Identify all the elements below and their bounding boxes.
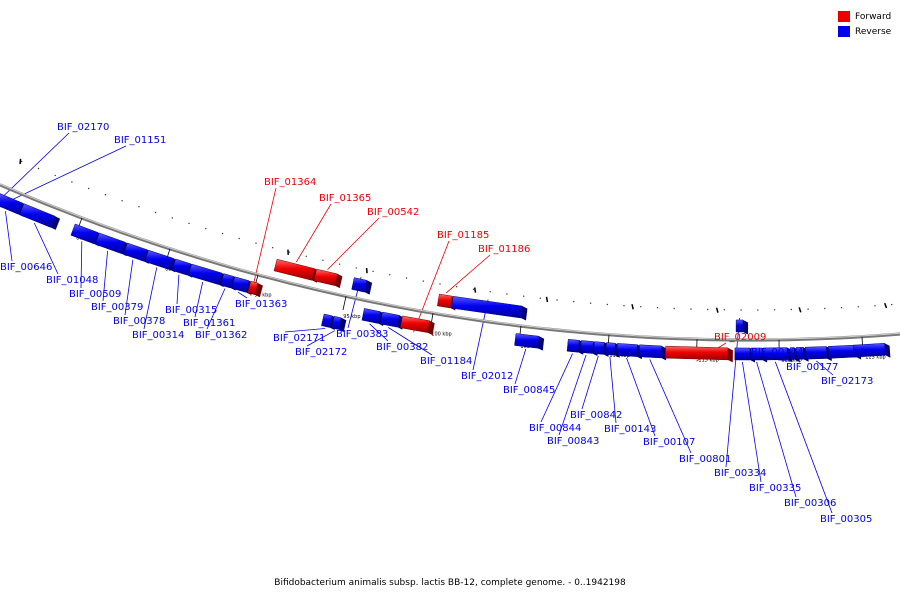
- genes[interactable]: [0, 192, 891, 363]
- gene-BIF_02009[interactable]: [664, 345, 733, 363]
- gene-BIF_00801[interactable]: [638, 344, 667, 361]
- legend-label-reverse: Reverse: [855, 26, 892, 37]
- legend: Forward Reverse: [838, 9, 891, 39]
- gene-label-BIF_01048[interactable]: BIF_01048: [46, 275, 98, 286]
- gene-label-BIF_01186[interactable]: BIF_01186: [478, 244, 530, 255]
- gene-label-BIF_00143[interactable]: BIF_00143: [604, 424, 656, 435]
- tick-label: 115 kbp: [698, 357, 718, 363]
- gene-label-BIF_00842[interactable]: BIF_00842: [570, 410, 622, 421]
- gene-label-BIF_00315[interactable]: BIF_00315: [165, 305, 217, 316]
- gene-label-BIF_01184[interactable]: BIF_01184: [420, 356, 472, 367]
- gene-label-BIF_01362[interactable]: BIF_01362: [195, 330, 247, 341]
- gene-label-BIF_00107[interactable]: BIF_00107: [643, 437, 695, 448]
- gene-BIF_00383[interactable]: [351, 277, 373, 295]
- gene-label-BIF_00334[interactable]: BIF_00334: [714, 468, 766, 479]
- figure-caption: Bifidobacterium animalis subsp. lactis B…: [274, 578, 626, 588]
- gene-BIF_02173[interactable]: [804, 346, 832, 361]
- gene-label-BIF_02172[interactable]: BIF_02172: [295, 347, 347, 358]
- legend-swatch-reverse: [838, 26, 850, 37]
- gene-BIF_02172[interactable]: [331, 315, 347, 333]
- gene-label-BIF_00843[interactable]: BIF_00843: [547, 436, 599, 447]
- gene-BIF_00845[interactable]: [514, 333, 545, 351]
- legend-label-forward: Forward: [855, 11, 892, 22]
- gene-labels: BIF_02170 BIF_01151 BIF_00646 BIF_01048 BIF_…: [0, 122, 873, 525]
- gene-label-BIF_00378[interactable]: BIF_00378: [113, 316, 165, 327]
- tick-label: 90 kbp: [254, 293, 271, 299]
- gene-label-BIF_00646[interactable]: BIF_00646: [0, 262, 52, 273]
- gene-label-BIF_01361[interactable]: BIF_01361: [183, 318, 235, 329]
- gene-label-BIF_02170[interactable]: BIF_02170: [57, 122, 109, 133]
- gene-label-BIF_01364[interactable]: BIF_01364: [264, 177, 316, 188]
- legend-item-forward[interactable]: Forward: [838, 9, 891, 24]
- gene-label-BIF_00844[interactable]: BIF_00844: [529, 423, 581, 434]
- gene-label-BIF_00542[interactable]: BIF_00542: [367, 207, 419, 218]
- gene-label-BIF_02171[interactable]: BIF_02171: [273, 333, 325, 344]
- gene-label-BIF_00382[interactable]: BIF_00382: [376, 342, 428, 353]
- gene-label-BIF_00305[interactable]: BIF_00305: [820, 514, 872, 525]
- gene-label-BIF_00335[interactable]: BIF_00335: [749, 483, 801, 494]
- gene-BIF_02012[interactable]: [450, 296, 528, 321]
- tick-label: 125 kbp: [865, 355, 885, 361]
- gene-block-extra-1[interactable]: [853, 342, 891, 358]
- gene-BIF_01048[interactable]: [19, 203, 61, 230]
- tick-label: 95 kbp: [343, 314, 360, 320]
- dot-track: [19, 158, 893, 313]
- gene-label-BIF_00304[interactable]: BIF_00304: [751, 347, 803, 358]
- gene-label-BIF_00383[interactable]: BIF_00383: [336, 329, 388, 340]
- tick-label: 100 kbp: [431, 331, 451, 337]
- gene-label-BIF_01151[interactable]: BIF_01151: [114, 135, 166, 146]
- gene-label-BIF_02012[interactable]: BIF_02012: [461, 371, 513, 382]
- gene-label-BIF_00314[interactable]: BIF_00314: [132, 330, 184, 341]
- gene-label-BIF_00509[interactable]: BIF_00509: [69, 289, 121, 300]
- gene-label-BIF_00177[interactable]: BIF_00177: [786, 362, 838, 373]
- genome-backbone: [0, 183, 900, 342]
- gene-label-BIF_00306[interactable]: BIF_00306: [784, 498, 836, 509]
- gene-label-BIF_00379[interactable]: BIF_00379: [91, 302, 143, 313]
- gene-label-BIF_00801[interactable]: BIF_00801: [679, 454, 731, 465]
- gene-BIF_00334[interactable]: [735, 319, 749, 335]
- legend-swatch-forward: [838, 11, 850, 22]
- legend-item-reverse[interactable]: Reverse: [838, 24, 891, 39]
- gene-label-BIF_01365[interactable]: BIF_01365: [319, 193, 371, 204]
- gene-BIF_01364[interactable]: [247, 280, 263, 298]
- gene-BIF_01185[interactable]: [400, 315, 435, 336]
- gene-label-BIF_01185[interactable]: BIF_01185: [437, 230, 489, 241]
- gene-label-BIF_00845[interactable]: BIF_00845: [503, 385, 555, 396]
- gene-label-BIF_02009[interactable]: BIF_02009: [714, 332, 766, 343]
- gene-BIF_00542[interactable]: [313, 268, 343, 289]
- gene-label-BIF_02173[interactable]: BIF_02173: [821, 376, 873, 387]
- gene-label-BIF_01363[interactable]: BIF_01363: [235, 299, 287, 310]
